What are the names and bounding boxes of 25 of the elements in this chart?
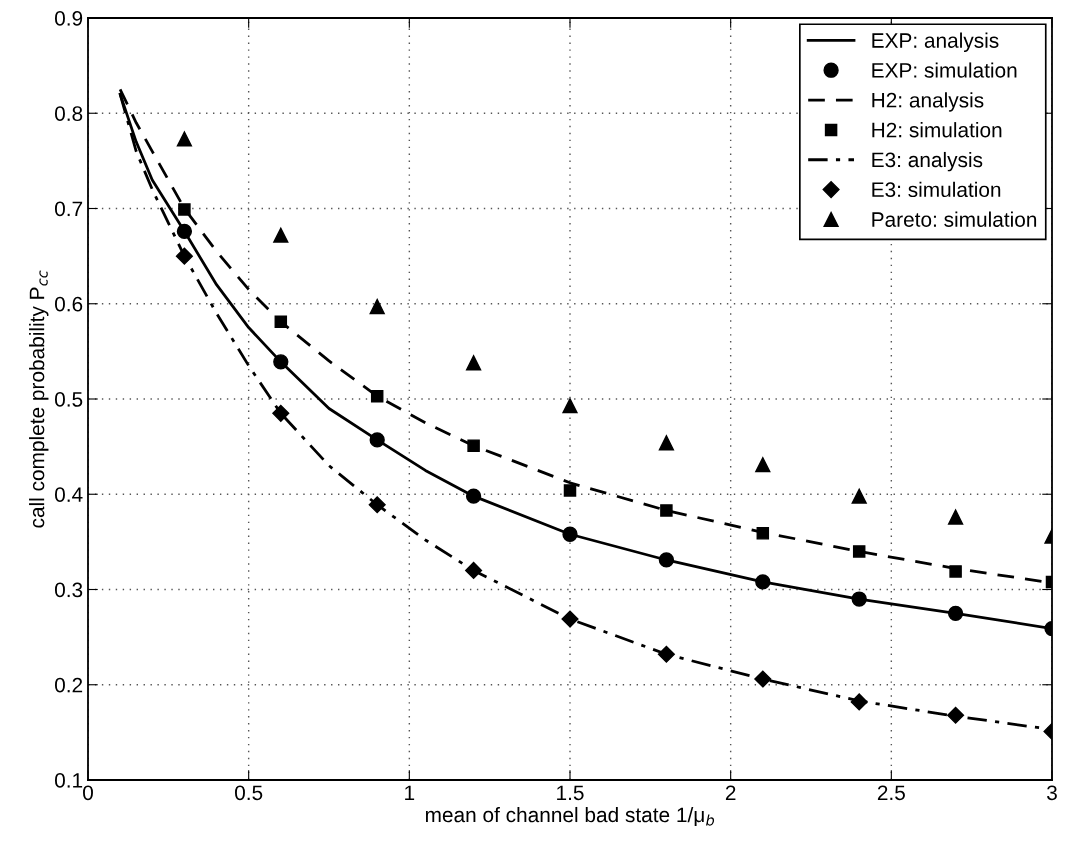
x-tick-label: 0 <box>83 785 93 801</box>
x-tick-label: 1.5 <box>557 785 584 801</box>
x-tick-label: 1 <box>405 785 415 800</box>
legend-label: EXP: simulation <box>872 62 1017 78</box>
x-tick-label: 2 <box>725 785 736 800</box>
y-tick-label: 0.3 <box>54 582 83 598</box>
legend-label: Pareto: simulation <box>872 211 1037 227</box>
x-tick-label: 3 <box>1047 785 1057 801</box>
y-tick-label: 0.9 <box>54 11 83 26</box>
y-tick-label: 0.6 <box>54 296 83 312</box>
y-tick-label: 0.1 <box>54 773 83 788</box>
y-axis-title: call complete probability P$_{cc}$ <box>29 270 49 528</box>
legend-label: H2: analysis <box>872 92 984 112</box>
y-tick-label: 0.5 <box>54 392 83 407</box>
legend-label: H2: simulation <box>872 122 1002 138</box>
y-tick-label: 0.8 <box>54 106 83 121</box>
y-tick-label: 0.4 <box>54 487 83 502</box>
legend-label: E3: simulation <box>872 181 1001 198</box>
x-axis-title: mean of channel bad state 1/μ$_{b}$ <box>425 806 715 827</box>
y-tick-label: 0.7 <box>54 201 83 217</box>
y-tick-label: 0.2 <box>54 677 83 693</box>
x-tick-label: 2.5 <box>877 785 905 801</box>
x-tick-label: 0.5 <box>235 785 263 801</box>
legend-label: E3: analysis <box>872 151 983 172</box>
legend-label: EXP: analysis <box>872 32 999 52</box>
